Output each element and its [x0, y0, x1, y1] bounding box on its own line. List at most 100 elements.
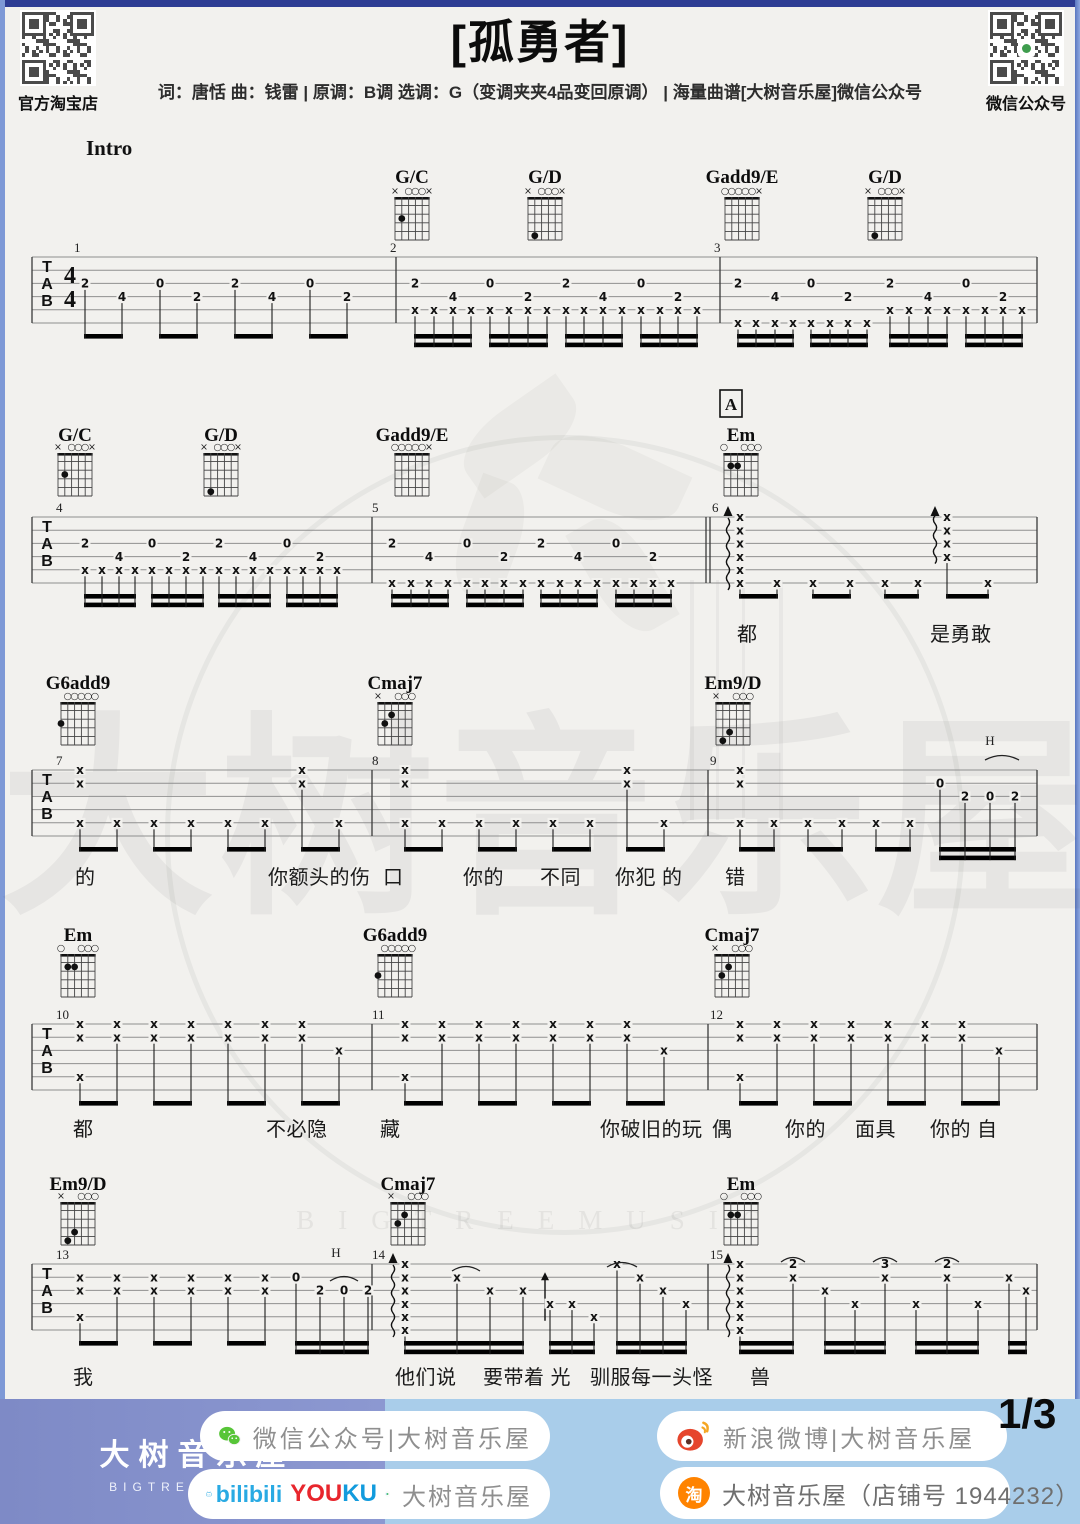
svg-text:x: x	[76, 1310, 84, 1324]
svg-text:G/C: G/C	[58, 425, 92, 446]
svg-text:○: ○	[740, 442, 748, 453]
svg-text:x: x	[921, 1017, 929, 1031]
wechat-link-pill[interactable]: 微信公众号|大树音乐屋	[200, 1411, 550, 1461]
taobao-icon: 淘	[678, 1477, 710, 1509]
svg-text:x: x	[851, 1297, 859, 1311]
svg-text:4: 4	[249, 550, 257, 564]
watermark-text: 大树音乐屋	[0, 699, 1080, 940]
svg-text:x: x	[844, 316, 852, 330]
svg-text:○: ○	[74, 442, 82, 453]
svg-text:○: ○	[747, 442, 755, 453]
svg-text:x: x	[736, 1323, 744, 1337]
svg-text:x: x	[467, 303, 475, 317]
svg-text:2: 2	[364, 1284, 372, 1298]
svg-text:x: x	[546, 1297, 554, 1311]
svg-text:4: 4	[599, 290, 607, 304]
svg-text:x: x	[599, 303, 607, 317]
svg-text:Em9/D: Em9/D	[50, 1174, 107, 1195]
svg-text:x: x	[76, 1270, 84, 1284]
svg-text:x: x	[113, 1270, 121, 1284]
svg-text:4: 4	[115, 550, 123, 564]
watermark-ring	[165, 435, 965, 1235]
svg-text:B: B	[41, 553, 53, 570]
taobao-shop-pill[interactable]: 淘 大树音乐屋（店铺号 1944232）	[660, 1467, 1079, 1519]
svg-text:x: x	[580, 303, 588, 317]
svg-text:x: x	[449, 303, 457, 317]
bilibili-wordmark: bilibili	[215, 1480, 283, 1507]
svg-text:x: x	[659, 1284, 667, 1298]
svg-text:你的 自: 你的 自	[930, 1118, 998, 1141]
weibo-link-pill[interactable]: 新浪微博|大树音乐屋	[657, 1411, 1007, 1461]
svg-text:○: ○	[720, 442, 728, 453]
svg-text:4: 4	[449, 290, 457, 304]
svg-text:x: x	[131, 563, 139, 577]
svg-text:x: x	[734, 316, 742, 330]
svg-text:x: x	[568, 1297, 576, 1311]
svg-text:x: x	[261, 1270, 269, 1284]
svg-text:x: x	[76, 1070, 84, 1084]
svg-text:x: x	[636, 1270, 644, 1284]
svg-text:○: ○	[741, 186, 749, 197]
svg-text:x: x	[821, 1284, 829, 1298]
svg-text:○: ○	[57, 943, 65, 954]
video-platforms-pill[interactable]: bilibili YOUKU 大树音乐屋	[188, 1469, 550, 1519]
svg-text:○: ○	[884, 186, 892, 197]
watermark-harp	[690, 580, 783, 820]
svg-text:驯服每一头怪: 驯服每一头怪	[590, 1366, 713, 1389]
svg-text:x: x	[736, 1270, 744, 1284]
svg-text:T: T	[42, 519, 52, 536]
svg-text:T: T	[42, 1026, 52, 1043]
wechat-pill-label: 微信公众号|大树音乐屋	[252, 1425, 532, 1453]
svg-text:1: 1	[74, 240, 81, 255]
svg-text:○: ○	[220, 442, 228, 453]
svg-text:x: x	[914, 576, 922, 590]
svg-text:x: x	[943, 537, 951, 551]
svg-text:x: x	[905, 303, 913, 317]
svg-text:15: 15	[710, 1247, 723, 1262]
svg-text:要带着 光: 要带着 光	[483, 1366, 571, 1389]
svg-text:x: x	[995, 1044, 1003, 1058]
svg-text:x: x	[999, 303, 1007, 317]
svg-text:x: x	[736, 1297, 744, 1311]
svg-text:2: 2	[734, 277, 742, 291]
svg-text:x: x	[613, 1257, 621, 1271]
svg-text:3: 3	[714, 240, 721, 255]
svg-text:○: ○	[747, 1191, 755, 1202]
svg-text:×: ×	[200, 442, 208, 453]
svg-text:○: ○	[418, 186, 426, 197]
svg-text:x: x	[943, 550, 951, 564]
svg-text:2: 2	[943, 1257, 951, 1271]
svg-text:T: T	[42, 259, 52, 276]
svg-text:x: x	[924, 303, 932, 317]
svg-text:x: x	[886, 303, 894, 317]
svg-text:x: x	[974, 1297, 982, 1311]
svg-text:x: x	[113, 1284, 121, 1298]
svg-text:是勇敢: 是勇敢	[930, 623, 992, 646]
chord-diagram: G/D× ○○○×	[200, 425, 242, 497]
svg-text:x: x	[401, 1323, 409, 1337]
svg-text:3: 3	[881, 1257, 889, 1271]
svg-text:x: x	[1005, 1270, 1013, 1284]
svg-text:○: ○	[404, 442, 412, 453]
svg-text:x: x	[199, 563, 207, 577]
page-subtitle: 词：唐恬 曲：钱雷 | 原调：B调 选调：G（变调夹夹4品变回原调） | 海量曲…	[157, 83, 923, 102]
svg-text:○: ○	[77, 943, 85, 954]
svg-text:×: ×	[755, 186, 763, 197]
svg-text:×: ×	[57, 1191, 65, 1202]
svg-text:2: 2	[316, 1284, 324, 1298]
svg-text:A: A	[41, 536, 53, 553]
svg-text:x: x	[789, 316, 797, 330]
svg-text:x: x	[113, 1017, 121, 1031]
svg-text:x: x	[486, 303, 494, 317]
page-number: 1/3	[998, 1390, 1057, 1437]
taobao-pill-label: 大树音乐屋（店铺号 1944232）	[722, 1482, 1080, 1510]
svg-text:x: x	[224, 1284, 232, 1298]
svg-text:x: x	[505, 303, 513, 317]
svg-text:x: x	[771, 316, 779, 330]
chord-diagram: G/D× ○○○×	[864, 167, 906, 241]
svg-text:0: 0	[306, 277, 314, 291]
svg-text:x: x	[249, 563, 257, 577]
svg-text:G/C: G/C	[395, 167, 429, 188]
svg-text:B: B	[41, 1300, 53, 1317]
